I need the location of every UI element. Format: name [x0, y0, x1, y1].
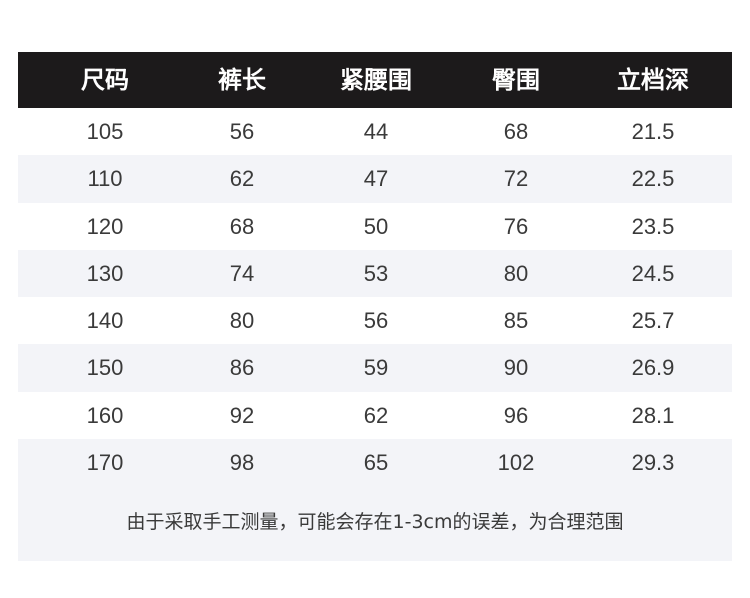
header-rise: 立档深	[617, 66, 689, 94]
cell-waist: 44	[363, 119, 389, 144]
table-row: 110 62 47 72 22.5	[18, 155, 732, 203]
cell-rise: 21.5	[631, 119, 675, 144]
size-chart-table: 尺码 裤长 紧腰围 臀围 立档深 105 56 44 68 21.5 110 62 47 72 2…	[18, 52, 732, 562]
cell-hip: 68	[503, 119, 529, 144]
cell-rise: 26.9	[631, 355, 675, 381]
cell-size: 140	[86, 308, 124, 334]
cell-waist: 65	[363, 450, 389, 476]
cell-pants-length: 56	[229, 119, 255, 144]
cell-hip: 96	[503, 402, 529, 428]
cell-waist: 47	[363, 166, 389, 192]
cell-rise: 29.3	[631, 450, 675, 476]
cell-size: 170	[86, 450, 124, 476]
cell-rise: 24.5	[631, 260, 675, 286]
cell-waist: 62	[363, 402, 389, 428]
cell-rise: 22.5	[631, 166, 675, 192]
cell-rise: 23.5	[631, 213, 675, 239]
table-row: 140 80 56 85 25.7	[18, 297, 732, 345]
cell-size: 120	[86, 213, 124, 239]
cell-pants-length: 68	[229, 213, 255, 239]
cell-hip: 102	[497, 450, 535, 476]
cell-rise: 25.7	[631, 308, 675, 334]
cell-size: 160	[86, 402, 124, 428]
cell-waist: 59	[363, 355, 389, 381]
cell-pants-length: 62	[229, 166, 255, 192]
cell-waist: 53	[363, 260, 389, 286]
cell-size: 105	[86, 119, 124, 144]
cell-hip: 80	[503, 260, 529, 286]
footnote: 由于采取手工测量，可能会存在1-3cm的误差，为合理范围	[18, 486, 732, 562]
cell-pants-length: 86	[229, 355, 255, 381]
table-row: 170 98 65 102 29.3	[18, 439, 732, 487]
cell-size: 150	[86, 355, 124, 381]
cell-size: 130	[86, 260, 124, 286]
table-row: 150 86 59 90 26.9	[18, 344, 732, 392]
cell-hip: 85	[503, 308, 529, 334]
cell-pants-length: 80	[229, 308, 255, 334]
header-size: 尺码	[81, 66, 129, 94]
cell-waist: 50	[363, 213, 389, 239]
cell-rise: 28.1	[631, 402, 675, 428]
table-row: 105 56 44 68 21.5	[18, 108, 732, 156]
table-row: 130 74 53 80 24.5	[18, 249, 732, 298]
cell-hip: 90	[503, 355, 529, 381]
cell-waist: 56	[363, 308, 389, 334]
table-row: 120 68 50 76 23.5	[18, 202, 732, 250]
table-header: 尺码 裤长 紧腰围 臀围 立档深	[18, 52, 732, 108]
header-waist: 紧腰围	[340, 66, 412, 94]
cell-hip: 76	[503, 213, 529, 239]
header-hip: 臀围	[492, 66, 540, 94]
table-row: 160 92 62 96 28.1	[18, 391, 732, 440]
cell-pants-length: 98	[229, 450, 255, 476]
cell-size: 110	[87, 166, 123, 192]
header-pants-length: 裤长	[218, 66, 266, 94]
cell-pants-length: 92	[229, 402, 255, 428]
cell-pants-length: 74	[229, 260, 255, 286]
cell-hip: 72	[503, 166, 529, 192]
